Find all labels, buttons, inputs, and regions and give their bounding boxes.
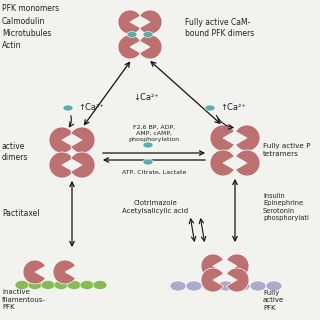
Ellipse shape [67,281,81,290]
Ellipse shape [218,281,234,291]
Ellipse shape [41,281,55,290]
Ellipse shape [202,281,218,291]
Wedge shape [118,10,140,34]
Ellipse shape [143,159,153,165]
Ellipse shape [266,281,282,291]
Text: ↑Ca²⁺: ↑Ca²⁺ [78,103,104,113]
Wedge shape [201,268,223,292]
Ellipse shape [80,281,94,290]
Wedge shape [201,254,223,278]
Wedge shape [53,260,76,284]
Ellipse shape [205,105,215,111]
Text: Fully active P
tetramers: Fully active P tetramers [263,143,310,157]
Ellipse shape [93,281,107,290]
Ellipse shape [63,105,73,111]
Wedge shape [210,150,234,176]
Wedge shape [236,150,260,176]
Wedge shape [71,127,95,153]
Ellipse shape [186,281,202,291]
Ellipse shape [234,281,250,291]
Wedge shape [23,260,45,284]
Text: Insulin
Epinephrine
Serotonin
phosphorylati: Insulin Epinephrine Serotonin phosphoryl… [263,193,309,221]
Wedge shape [71,152,95,178]
Text: Pactitaxel: Pactitaxel [2,209,39,218]
Ellipse shape [127,31,137,37]
Text: ↑Ca²⁺: ↑Ca²⁺ [220,103,246,113]
Text: inactive
filamentous-
PFK: inactive filamentous- PFK [2,289,46,310]
Wedge shape [210,125,234,151]
Text: Clotrimazole
Acetylsalicylic acid: Clotrimazole Acetylsalicylic acid [122,200,188,214]
Ellipse shape [170,281,186,291]
Text: PFK monomers
Calmodulin
Microtubules
Actin: PFK monomers Calmodulin Microtubules Act… [2,4,59,51]
Ellipse shape [143,31,153,37]
Wedge shape [49,127,73,153]
Wedge shape [227,268,249,292]
Wedge shape [118,35,140,59]
Wedge shape [227,254,249,278]
Text: ATP, Citrate, Lactate: ATP, Citrate, Lactate [122,170,186,174]
Ellipse shape [143,142,153,148]
Text: ↓Ca²⁺: ↓Ca²⁺ [133,92,159,101]
Ellipse shape [54,281,68,290]
Wedge shape [49,152,73,178]
Wedge shape [236,125,260,151]
Ellipse shape [15,281,29,290]
Wedge shape [140,10,162,34]
Text: Fully
active
PFK: Fully active PFK [263,290,284,310]
Wedge shape [140,35,162,59]
Text: active
dimers: active dimers [2,142,28,162]
Text: Fully active CaM-
bound PFK dimers: Fully active CaM- bound PFK dimers [185,18,254,38]
Ellipse shape [28,281,42,290]
Ellipse shape [250,281,266,291]
Text: F2,6 BP, ADP,
AMP, cAMP,
phosphorylation: F2,6 BP, ADP, AMP, cAMP, phosphorylation [128,124,180,142]
